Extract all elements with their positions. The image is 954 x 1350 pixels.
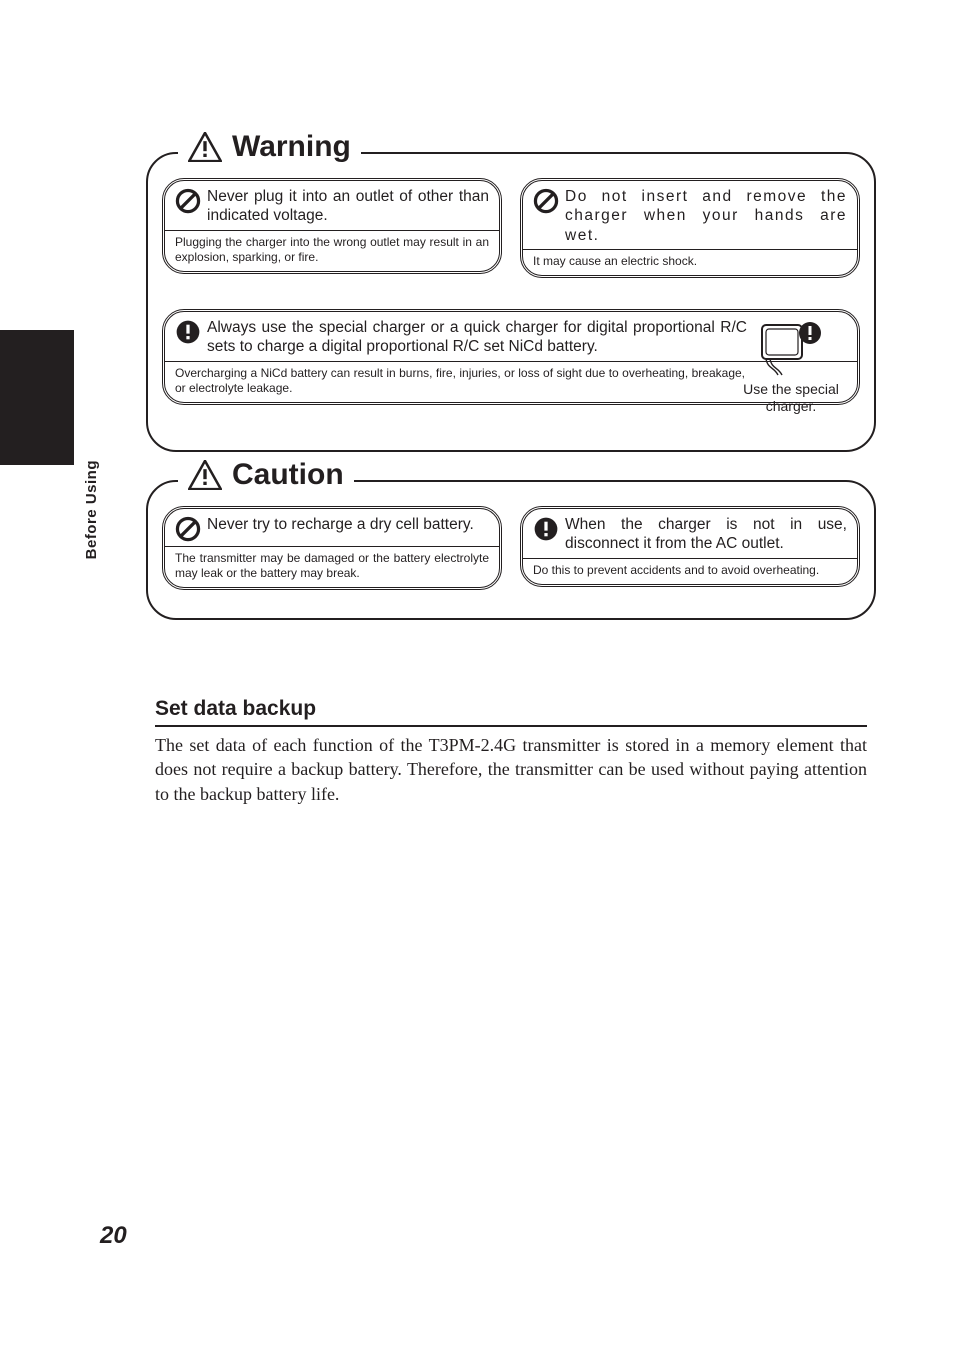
warning-item-3-note: Overcharging a NiCd battery can result i… [175, 366, 745, 396]
warning-item-2: Do not insert and remove the charger whe… [520, 178, 860, 278]
caution-item-1-head: Never try to recharge a dry cell battery… [207, 515, 474, 534]
warning-box: Warning Never plug it into an outlet of … [146, 152, 876, 452]
warning-triangle-icon [188, 132, 222, 162]
side-tab [0, 330, 74, 465]
caution-item-2-note: Do this to prevent accidents and to avoi… [533, 563, 847, 578]
backup-body: The set data of each function of the T3P… [155, 733, 867, 806]
prohibit-icon [175, 516, 201, 542]
caution-triangle-icon [188, 460, 222, 490]
warning-item-1: Never plug it into an outlet of other th… [162, 178, 502, 274]
page-number: 20 [100, 1222, 127, 1250]
backup-section: Set data backup The set data of each fun… [155, 697, 867, 806]
caution-title-row: Caution [178, 458, 354, 492]
charger-label: Use the special charger. [736, 381, 846, 415]
caution-box: Caution Never try to recharge a dry cell… [146, 480, 876, 620]
warning-item-2-note: It may cause an electric shock. [533, 254, 847, 269]
warning-title-row: Warning [178, 130, 361, 164]
warning-item-2-head: Do not insert and remove the charger whe… [565, 187, 847, 245]
warning-item-1-note: Plugging the charger into the wrong outl… [175, 235, 489, 265]
caution-item-2: When the charger is not in use, disconne… [520, 506, 860, 587]
warning-item-1-head: Never plug it into an outlet of other th… [207, 187, 489, 226]
caution-item-2-head: When the charger is not in use, disconne… [565, 515, 847, 554]
charger-icon [756, 319, 826, 379]
sidebar-label: Before Using [83, 460, 100, 559]
caution-item-1-note: The transmitter may be damaged or the ba… [175, 551, 489, 581]
prohibit-icon [533, 188, 559, 214]
caution-item-1: Never try to recharge a dry cell battery… [162, 506, 502, 590]
caution-title: Caution [232, 458, 344, 492]
page: Before Using Warning Never plug it into … [0, 0, 954, 1350]
mandatory-icon [175, 319, 201, 345]
mandatory-icon [533, 516, 559, 542]
prohibit-icon [175, 188, 201, 214]
backup-title: Set data backup [155, 697, 867, 727]
charger-illustration: Use the special charger. [736, 319, 846, 415]
warning-title: Warning [232, 130, 351, 164]
warning-item-3-head: Always use the special charger or a quic… [207, 318, 747, 357]
